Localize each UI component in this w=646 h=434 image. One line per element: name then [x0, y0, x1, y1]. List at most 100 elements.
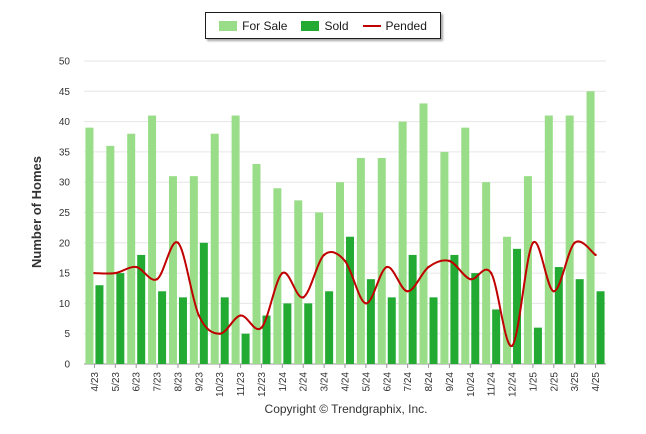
- x-tick-label: 10/24: [466, 372, 477, 397]
- x-tick-labels: 4/23 5/23 6/23 7/23 8/23 9/23 10/23 11/23 12/23 1…: [90, 364, 602, 397]
- x-tick-label: 7/24: [403, 372, 414, 392]
- bar-for-sale[interactable]: [210, 133, 219, 364]
- point-pended[interactable]: [406, 290, 409, 293]
- x-tick-label: 6/23: [132, 372, 143, 392]
- point-pended[interactable]: [448, 259, 451, 263]
- bar-sold[interactable]: [283, 303, 292, 364]
- bar-for-sale[interactable]: [503, 236, 512, 364]
- bar-sold[interactable]: [325, 291, 334, 364]
- point-pended[interactable]: [573, 241, 576, 244]
- point-pended[interactable]: [510, 344, 514, 348]
- point-pended[interactable]: [594, 253, 597, 257]
- bar-for-sale[interactable]: [482, 182, 491, 364]
- bar-for-sale[interactable]: [315, 212, 324, 365]
- bar-for-sale[interactable]: [419, 103, 428, 365]
- point-pended[interactable]: [197, 314, 201, 317]
- bar-sold[interactable]: [387, 297, 396, 364]
- x-tick-label: 12/23: [257, 372, 268, 397]
- point-pended[interactable]: [427, 265, 430, 269]
- bar-sold[interactable]: [178, 297, 187, 364]
- legend-item-sold[interactable]: Sold: [301, 19, 349, 33]
- y-tick-label: 40: [59, 117, 71, 128]
- x-tick-label: 5/23: [111, 372, 122, 392]
- line-layer: [93, 240, 597, 348]
- bar-for-sale[interactable]: [85, 127, 94, 364]
- legend-swatch-sold: [301, 20, 320, 31]
- point-pended[interactable]: [135, 265, 138, 269]
- bar-for-sale[interactable]: [273, 188, 282, 364]
- x-tick-label: 9/24: [445, 372, 456, 392]
- point-pended[interactable]: [260, 326, 263, 329]
- point-pended[interactable]: [343, 259, 347, 263]
- bar-for-sale[interactable]: [586, 91, 595, 365]
- point-pended[interactable]: [385, 265, 388, 269]
- bar-sold[interactable]: [513, 248, 522, 364]
- point-pended[interactable]: [302, 296, 305, 299]
- legend-label-for-sale: For Sale: [242, 18, 288, 33]
- point-pended[interactable]: [176, 241, 180, 244]
- point-pended[interactable]: [281, 271, 284, 275]
- bar-for-sale[interactable]: [252, 164, 261, 364]
- bar-for-sale[interactable]: [127, 133, 136, 364]
- bar-sold[interactable]: [346, 236, 354, 364]
- bar-for-sale[interactable]: [148, 115, 157, 364]
- bar-for-sale[interactable]: [377, 157, 386, 364]
- bar-sold[interactable]: [596, 291, 605, 364]
- bar-for-sale[interactable]: [106, 145, 115, 364]
- x-tick-label: 4/25: [591, 372, 602, 392]
- point-pended[interactable]: [531, 241, 535, 244]
- bar-for-sale[interactable]: [356, 157, 365, 364]
- bar-sold[interactable]: [575, 279, 584, 364]
- x-tick-label: 1/24: [278, 372, 289, 392]
- x-tick-label: 3/25: [570, 372, 581, 392]
- bar-for-sale[interactable]: [523, 176, 532, 364]
- bar-sold[interactable]: [199, 242, 208, 364]
- bar-for-sale[interactable]: [440, 151, 449, 364]
- point-pended[interactable]: [93, 271, 96, 275]
- bar-sold[interactable]: [429, 297, 438, 364]
- point-pended[interactable]: [322, 253, 326, 257]
- legend-item-pended[interactable]: Pended: [362, 19, 427, 33]
- y-tick-label: 25: [59, 208, 71, 219]
- point-pended[interactable]: [469, 277, 472, 281]
- point-pended[interactable]: [114, 271, 117, 275]
- legend-item-for-sale[interactable]: For Sale: [219, 19, 287, 33]
- bar-sold[interactable]: [554, 267, 563, 364]
- y-tick-label: 30: [59, 178, 71, 189]
- bar-sold[interactable]: [116, 273, 125, 364]
- bar-for-sale[interactable]: [168, 176, 177, 364]
- bar-sold[interactable]: [262, 315, 271, 364]
- x-tick-label: 10/23: [215, 372, 226, 397]
- bar-sold[interactable]: [471, 273, 480, 364]
- bar-sold[interactable]: [408, 254, 417, 364]
- bar-for-sale[interactable]: [565, 115, 574, 364]
- bar-for-sale[interactable]: [398, 121, 407, 364]
- bar-for-sale[interactable]: [231, 115, 240, 364]
- bar-sold[interactable]: [241, 333, 250, 364]
- bar-for-sale[interactable]: [189, 176, 198, 364]
- point-pended[interactable]: [364, 302, 368, 305]
- bar-for-sale[interactable]: [336, 182, 344, 364]
- point-pended[interactable]: [552, 290, 555, 293]
- bar-for-sale[interactable]: [461, 127, 470, 364]
- bar-for-sale[interactable]: [294, 200, 303, 364]
- point-pended[interactable]: [489, 271, 493, 275]
- bar-sold[interactable]: [158, 291, 167, 364]
- bar-sold[interactable]: [95, 285, 104, 364]
- point-pended[interactable]: [218, 332, 221, 335]
- bar-sold[interactable]: [366, 279, 375, 364]
- legend-line-pended: [362, 24, 381, 27]
- bar-sold[interactable]: [450, 254, 459, 364]
- x-tick-label: 8/24: [424, 372, 435, 392]
- bar-for-sale[interactable]: [544, 115, 553, 364]
- point-pended[interactable]: [155, 277, 159, 281]
- bar-sold[interactable]: [137, 254, 146, 364]
- point-pended[interactable]: [239, 314, 242, 317]
- bar-sold[interactable]: [492, 309, 501, 364]
- bar-sold[interactable]: [533, 327, 542, 364]
- y-tick-label: 35: [59, 147, 71, 158]
- y-tick-label: 50: [59, 57, 71, 68]
- bar-sold[interactable]: [304, 303, 313, 364]
- x-tick-label: 8/23: [173, 372, 184, 392]
